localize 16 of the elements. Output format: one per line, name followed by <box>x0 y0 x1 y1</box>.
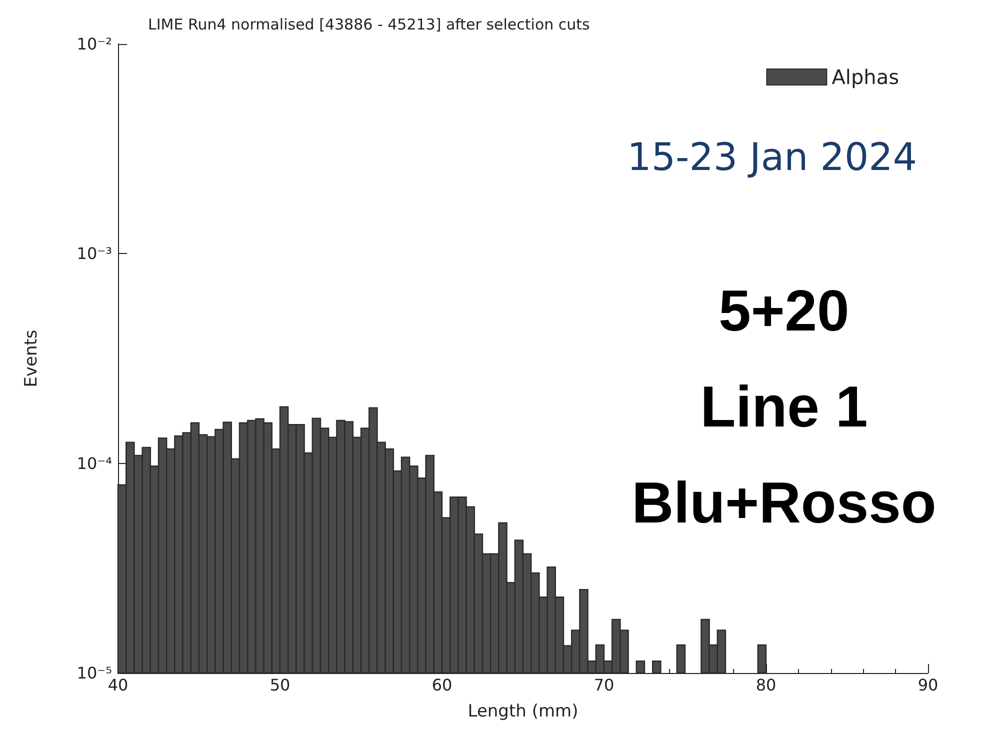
x-tick-label: 50 <box>270 676 290 694</box>
x-tick-label: 60 <box>432 676 452 694</box>
x-tick-label: 70 <box>594 676 614 694</box>
x-axis-title: Length (mm) <box>468 702 578 722</box>
x-tick-label: 90 <box>918 676 938 694</box>
y-axis-title: Events <box>22 330 42 388</box>
annotation: 5+20 <box>718 278 850 344</box>
annotation: 15-23 Jan 2024 <box>627 135 918 179</box>
annotation: Blu+Rosso <box>632 470 936 536</box>
legend-label: Alphas <box>832 65 900 89</box>
y-tick-label: 10⁻² <box>76 34 112 54</box>
x-tick-label: 80 <box>756 676 776 694</box>
y-tick-label: 10⁻³ <box>76 244 112 264</box>
annotation: Line 1 <box>700 374 868 440</box>
chart-title: LIME Run4 normalised [43886 - 45213] after selection cuts <box>148 16 590 34</box>
y-tick-label: 10⁻⁴ <box>76 454 112 473</box>
